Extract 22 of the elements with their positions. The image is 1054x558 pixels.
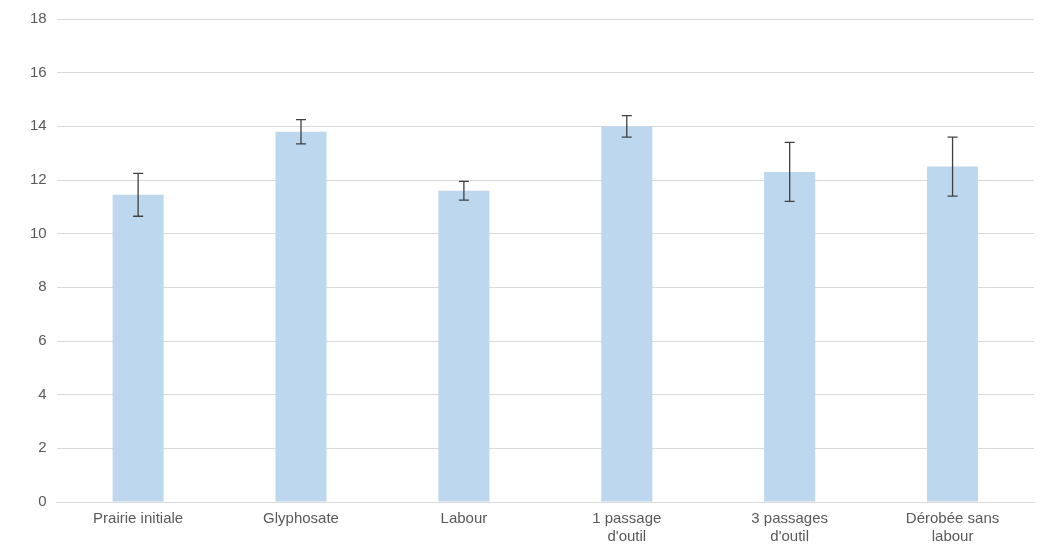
bar <box>275 131 327 502</box>
x-tick-label: 3 passages d'outil <box>751 509 829 545</box>
y-tick-label: 8 <box>38 277 47 295</box>
y-tick-label: 6 <box>38 331 47 349</box>
bar <box>112 194 164 502</box>
y-tick-label: 14 <box>30 116 47 134</box>
y-tick-label: 16 <box>30 62 47 80</box>
y-tick-label: 10 <box>30 223 47 241</box>
x-tick-label: 1 passage d'outil <box>592 509 662 545</box>
y-tick-label: 4 <box>38 384 47 402</box>
x-tick-label: Prairie initiale <box>93 509 184 527</box>
y-tick-label: 12 <box>30 170 47 188</box>
bar <box>764 171 816 502</box>
bar <box>438 190 490 502</box>
x-tick-label: Glyphosate <box>263 509 339 527</box>
x-tick-label: Labour <box>440 509 488 527</box>
bar <box>927 166 979 502</box>
x-tick-label: Dérobée sans labour <box>905 509 1000 545</box>
y-tick-label: 2 <box>38 438 47 456</box>
y-tick-label: 0 <box>38 492 47 510</box>
y-tick-label: 18 <box>30 9 47 27</box>
bar <box>601 126 653 502</box>
